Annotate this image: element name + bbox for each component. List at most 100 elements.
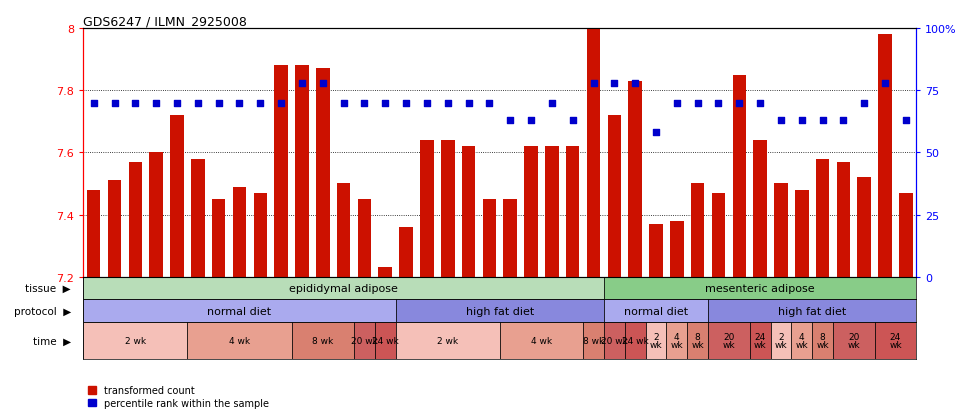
- Text: 24
wk: 24 wk: [889, 332, 902, 349]
- Bar: [83, 323, 187, 359]
- Bar: [171, 116, 184, 277]
- Text: 4
wk: 4 wk: [796, 332, 808, 349]
- Text: tissue  ▶: tissue ▶: [25, 283, 71, 293]
- Text: 24
wk: 24 wk: [754, 332, 766, 349]
- Legend: transformed count, percentile rank within the sample: transformed count, percentile rank withi…: [88, 385, 269, 408]
- Point: [523, 117, 539, 124]
- Bar: [295, 66, 309, 277]
- Text: 8
wk: 8 wk: [816, 332, 829, 349]
- Bar: [666, 323, 687, 359]
- Bar: [608, 116, 621, 277]
- Bar: [292, 323, 354, 359]
- Text: protocol  ▶: protocol ▶: [14, 306, 71, 316]
- Point: [336, 100, 352, 107]
- Text: normal diet: normal diet: [624, 306, 688, 316]
- Bar: [604, 323, 625, 359]
- Point: [170, 100, 185, 107]
- Bar: [604, 277, 916, 300]
- Bar: [545, 147, 559, 277]
- Point: [273, 100, 289, 107]
- Point: [627, 80, 643, 87]
- Bar: [108, 181, 122, 277]
- Point: [461, 100, 476, 107]
- Bar: [709, 323, 750, 359]
- Point: [607, 80, 622, 87]
- Bar: [837, 162, 851, 277]
- Bar: [858, 178, 871, 277]
- Bar: [375, 323, 396, 359]
- Bar: [628, 82, 642, 277]
- Point: [731, 100, 747, 107]
- Bar: [254, 193, 268, 277]
- Point: [586, 80, 602, 87]
- Bar: [625, 323, 646, 359]
- Bar: [396, 323, 500, 359]
- Text: 4 wk: 4 wk: [229, 336, 250, 345]
- Bar: [587, 29, 601, 277]
- Point: [86, 100, 102, 107]
- Point: [794, 117, 809, 124]
- Point: [315, 80, 330, 87]
- Point: [107, 100, 122, 107]
- Bar: [212, 199, 225, 277]
- Text: time  ▶: time ▶: [32, 336, 71, 346]
- Bar: [899, 193, 912, 277]
- Point: [253, 100, 269, 107]
- Text: 2 wk: 2 wk: [124, 336, 146, 345]
- Text: 8 wk: 8 wk: [313, 336, 333, 345]
- Bar: [337, 184, 351, 277]
- Point: [231, 100, 247, 107]
- Text: high fat diet: high fat diet: [466, 306, 534, 316]
- Bar: [83, 300, 396, 323]
- Text: 2
wk: 2 wk: [650, 332, 662, 349]
- Bar: [711, 193, 725, 277]
- Point: [398, 100, 414, 107]
- Bar: [316, 69, 329, 277]
- Point: [690, 100, 706, 107]
- Text: 20
wk: 20 wk: [848, 332, 860, 349]
- Bar: [878, 35, 892, 277]
- Bar: [687, 323, 709, 359]
- Text: 4
wk: 4 wk: [670, 332, 683, 349]
- Text: 24 wk: 24 wk: [371, 336, 399, 345]
- Point: [753, 100, 768, 107]
- Bar: [504, 199, 517, 277]
- Bar: [524, 147, 538, 277]
- Bar: [812, 323, 833, 359]
- Bar: [565, 147, 579, 277]
- Point: [357, 100, 372, 107]
- Bar: [378, 268, 392, 277]
- Bar: [833, 323, 875, 359]
- Bar: [396, 300, 604, 323]
- Bar: [583, 323, 604, 359]
- Bar: [128, 162, 142, 277]
- Point: [190, 100, 206, 107]
- Text: normal diet: normal diet: [208, 306, 271, 316]
- Point: [857, 100, 872, 107]
- Point: [294, 80, 310, 87]
- Point: [503, 117, 518, 124]
- Text: 8
wk: 8 wk: [691, 332, 704, 349]
- Point: [440, 100, 456, 107]
- Point: [648, 130, 663, 136]
- Bar: [441, 140, 455, 277]
- Point: [814, 117, 830, 124]
- Bar: [232, 187, 246, 277]
- Point: [211, 100, 226, 107]
- Text: 20 wk: 20 wk: [351, 336, 378, 345]
- Text: epididymal adipose: epididymal adipose: [289, 283, 398, 293]
- Point: [836, 117, 852, 124]
- Text: 20 wk: 20 wk: [601, 336, 628, 345]
- Bar: [750, 323, 770, 359]
- Point: [377, 100, 393, 107]
- Point: [419, 100, 435, 107]
- Point: [544, 100, 560, 107]
- Bar: [187, 323, 292, 359]
- Bar: [358, 199, 371, 277]
- Bar: [149, 153, 163, 277]
- Text: 2
wk: 2 wk: [774, 332, 787, 349]
- Bar: [354, 323, 375, 359]
- Bar: [482, 199, 496, 277]
- Bar: [670, 221, 684, 277]
- Text: mesenteric adipose: mesenteric adipose: [706, 283, 815, 293]
